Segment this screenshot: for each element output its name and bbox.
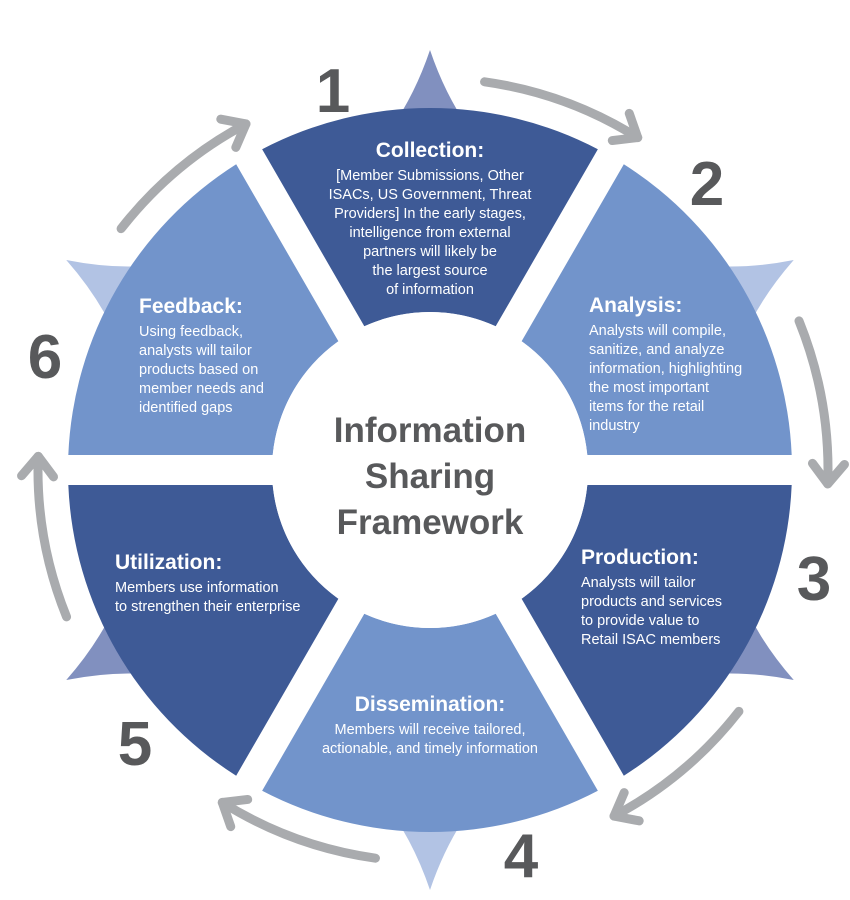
step-number-6: 6 [28, 323, 62, 392]
segment-body-5-line-1: Members use information [115, 580, 279, 596]
segment-body-1-line-2: ISACs, US Government, Threat [329, 187, 532, 203]
segment-1 [262, 107, 598, 327]
center-title-line-1: Information [334, 411, 526, 450]
segment-body-3-line-4: Retail ISAC members [581, 632, 720, 648]
segment-body-3-line-2: products and services [581, 594, 722, 610]
segment-title-6: Feedback: [139, 295, 243, 318]
segment-body-1-line-5: partners will likely be [363, 244, 497, 260]
cycle-arrowhead-2 [807, 458, 849, 489]
cycle-arrow-3 [609, 706, 744, 821]
cycle-arrow-2 [794, 316, 833, 489]
segment-body-6-line-5: identified gaps [139, 400, 233, 416]
center-title-line-2: Sharing [365, 457, 495, 496]
cycle-arrows [17, 77, 849, 863]
segment-body-6-line-3: products based on [139, 362, 258, 378]
center-title-line-3: Framework [337, 503, 524, 542]
segment-body-6-line-4: member needs and [139, 381, 264, 397]
cycle-arrow-6 [116, 119, 251, 234]
center-title: Information Sharing Framework [334, 411, 526, 542]
cycle-arrow-4 [217, 797, 380, 863]
cycle-arrowhead-6 [216, 114, 251, 152]
segment-title-5: Utilization: [115, 551, 222, 574]
step-number-5: 5 [118, 710, 152, 779]
segment-body-2-line-1: Analysts will compile, [589, 323, 726, 339]
segment-4 [262, 613, 598, 833]
segment-body-3-line-1: Analysts will tailor [581, 575, 696, 591]
segment-body-4-line-1: Members will receive tailored, [335, 722, 526, 738]
segment-title-4: Dissemination: [355, 693, 506, 716]
segment-body-1-line-4: intelligence from external [349, 225, 510, 241]
segment-body-2-line-4: the most important [589, 380, 709, 396]
segment-body-6-line-1: Using feedback, [139, 324, 243, 340]
cycle-segments [68, 107, 792, 833]
step-number-2: 2 [690, 150, 724, 219]
segment-body-1-line-3: Providers] In the early stages, [334, 206, 526, 222]
cycle-arrowhead-4 [217, 794, 253, 832]
segment-body-2-line-5: items for the retail [589, 399, 704, 415]
step-number-4: 4 [504, 822, 539, 891]
segment-body-2-line-2: sanitize, and analyze [589, 342, 724, 358]
segment-body-1-line-6: the largest source [372, 263, 487, 279]
step-number-3: 3 [797, 545, 831, 614]
segment-body-5-line-2: to strengthen their enterprise [115, 599, 300, 615]
segment-title-1: Collection: [376, 139, 485, 162]
cycle-arrowhead-1 [607, 108, 643, 146]
segment-labels: Collection: [Member Submissions, Other ISA… [115, 139, 742, 757]
segment-body-6-line-2: analysts will tailor [139, 343, 252, 359]
segment-body-4-line-2: actionable, and timely information [322, 741, 538, 757]
segment-body-1-line-1: [Member Submissions, Other [336, 168, 524, 184]
segment-body-2-line-6: industry [589, 418, 641, 434]
step-number-1: 1 [316, 57, 350, 126]
cycle-arrow-1 [480, 77, 643, 143]
cycle-arrowhead-3 [609, 788, 644, 826]
segment-2 [521, 164, 792, 456]
center-circle [272, 312, 588, 628]
segment-3 [521, 484, 792, 776]
segment-body-3-line-3: to provide value to [581, 613, 700, 629]
segment-title-3: Production: [581, 546, 699, 569]
segment-5 [68, 484, 339, 776]
segment-title-2: Analysis: [589, 294, 682, 317]
step-numbers: 1 2 3 4 5 6 [28, 57, 831, 891]
segment-body-1-line-7: of information [386, 282, 474, 298]
segment-body-2-line-3: information, highlighting [589, 361, 742, 377]
cycle-arrowhead-5 [17, 451, 59, 482]
cycle-arrow-5 [33, 451, 72, 622]
segment-6 [68, 164, 339, 456]
